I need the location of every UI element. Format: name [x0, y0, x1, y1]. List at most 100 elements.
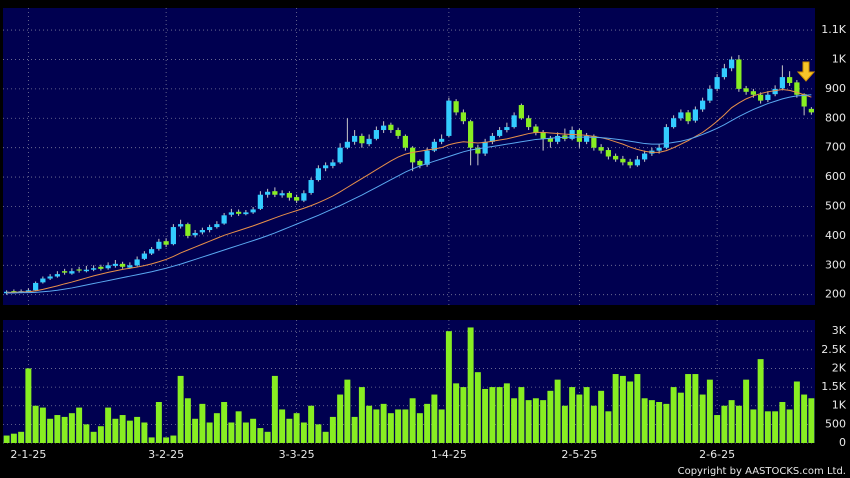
volume-bar: [750, 409, 757, 443]
candle-body: [40, 278, 46, 283]
candle-body: [228, 212, 234, 215]
y-tick-label: 2K: [832, 361, 847, 374]
candle-body: [605, 150, 611, 157]
candle-body: [598, 147, 604, 151]
candle-body: [265, 191, 271, 195]
volume-bar: [184, 398, 191, 443]
candle-body: [134, 259, 140, 266]
candle-body: [808, 108, 814, 113]
candle-body: [105, 265, 111, 269]
y-tick-label: 800: [825, 111, 846, 124]
volume-bar: [279, 409, 286, 443]
volume-bar: [163, 437, 170, 443]
candle-body: [366, 138, 372, 145]
candle-body: [707, 88, 713, 101]
volume-bar: [656, 402, 663, 443]
candle-body: [344, 141, 350, 148]
candle-body: [439, 138, 445, 142]
volume-bar: [619, 375, 626, 443]
volume-bar: [358, 387, 365, 443]
volume-bar: [699, 394, 706, 443]
candle-body: [468, 121, 474, 148]
volume-bar: [97, 426, 104, 443]
candle-body: [779, 77, 785, 89]
volume-bar: [228, 422, 235, 443]
volume-bar: [206, 422, 213, 443]
candle-body: [410, 147, 416, 163]
candle-body: [460, 112, 466, 122]
candle-body: [25, 290, 31, 292]
candle-body: [475, 147, 481, 154]
candle-body: [446, 100, 452, 136]
volume-bar: [590, 405, 597, 443]
moving-average-line: [6, 94, 812, 294]
candle-body: [642, 153, 648, 160]
candle-body: [547, 138, 553, 142]
candle-body: [294, 197, 300, 201]
candle-body: [337, 147, 343, 163]
candle-body: [736, 59, 742, 89]
volume-bar: [293, 413, 300, 443]
candle-body: [765, 94, 771, 101]
volume-bar: [141, 422, 148, 443]
volume-bar: [322, 431, 329, 443]
candle-body: [750, 91, 756, 95]
volume-bar: [395, 409, 402, 443]
volume-bar: [670, 387, 677, 443]
candle-body: [584, 135, 590, 142]
candle-body: [801, 94, 807, 107]
y-tick-label: 1K: [832, 399, 847, 412]
volume-bar: [525, 400, 532, 443]
candle-body: [33, 282, 39, 291]
volume-bar: [257, 428, 264, 443]
candle-body: [308, 180, 314, 193]
y-tick-label: 0: [839, 436, 846, 449]
candle-body: [533, 126, 539, 133]
candle-body: [192, 232, 198, 236]
candle-body: [402, 135, 408, 148]
candle-body: [272, 191, 278, 195]
candle-body: [250, 209, 256, 213]
volume-bar: [264, 431, 271, 443]
candle-body: [170, 227, 176, 245]
candle-body: [794, 82, 800, 95]
y-tick-label: 300: [825, 258, 846, 271]
candle-body: [221, 215, 227, 224]
y-tick-label: 400: [825, 229, 846, 242]
x-tick-label: 1-4-25: [431, 448, 467, 461]
candle-body: [185, 224, 191, 236]
candle-body: [721, 68, 727, 78]
moving-average-line: [6, 88, 812, 293]
volume-bar: [685, 374, 692, 443]
candle-body: [424, 150, 430, 165]
volume-bar: [148, 437, 155, 443]
volume-bar: [482, 388, 489, 443]
volume-bar: [424, 403, 431, 443]
volume-bar: [518, 387, 525, 443]
candle-body: [54, 274, 60, 277]
copyright: Copyright by AASTOCKS.com Ltd.: [678, 466, 846, 477]
candle-body: [69, 271, 75, 274]
volume-bar: [221, 402, 228, 443]
candle-body: [729, 59, 735, 69]
volume-bar: [39, 407, 46, 443]
volume-bar: [213, 413, 220, 443]
candle-body: [257, 194, 263, 209]
candle-body: [627, 161, 633, 166]
candle-body: [678, 112, 684, 119]
candle-body: [395, 130, 401, 136]
volume-bar: [438, 409, 445, 443]
volume-bar: [329, 416, 336, 443]
volume-bar: [18, 431, 25, 443]
candle-body: [381, 125, 387, 131]
volume-bar: [445, 331, 452, 443]
volume-bar: [757, 359, 764, 443]
candle-body: [511, 115, 517, 128]
candle-body: [315, 168, 321, 181]
candle-body: [373, 130, 379, 139]
volume-bar: [692, 374, 699, 443]
price-panel: [3, 8, 815, 305]
volume-bar: [286, 418, 293, 443]
candle-body: [692, 109, 698, 121]
candle-body: [526, 118, 532, 128]
